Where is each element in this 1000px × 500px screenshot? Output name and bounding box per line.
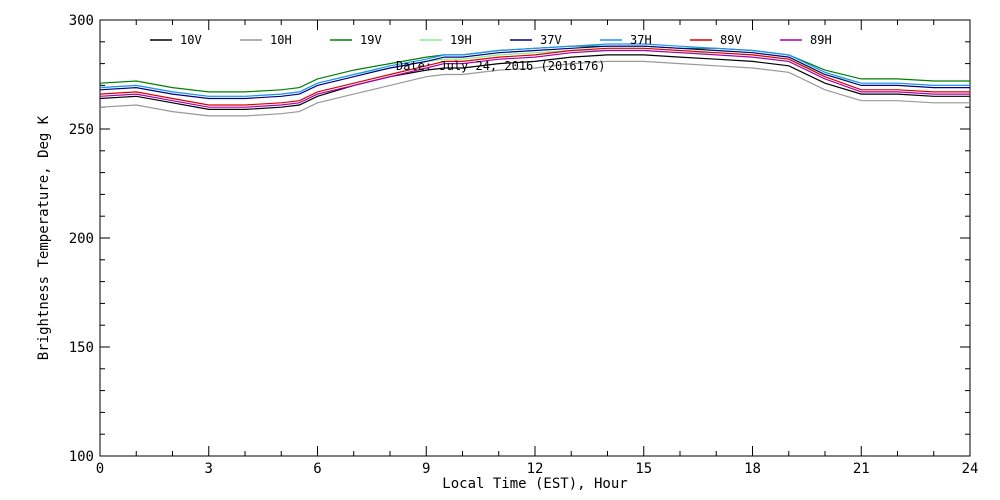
legend-label: 19H [450, 33, 472, 47]
legend: 10V 10H 19V 19H 37V 37H 89V 89H [150, 33, 832, 47]
legend-label: 89V [720, 33, 742, 47]
x-tick-label: 24 [962, 461, 979, 477]
legend-label: 37V [540, 33, 562, 47]
series-line-37v [99, 45, 970, 100]
legend-label: 89H [810, 33, 832, 47]
x-tick-label: 3 [205, 461, 213, 477]
x-tick-label: 6 [313, 461, 321, 477]
y-tick-label: 300 [69, 13, 94, 29]
series-line-10v [99, 54, 970, 111]
x-tick-label: 9 [422, 461, 430, 477]
series-lines [99, 43, 970, 117]
tick-labels: 0 3 6 9 12 15 18 21 24 100 150 200 250 300 [69, 13, 979, 477]
series-line-89v [99, 47, 970, 106]
x-tick-label: 0 [96, 461, 104, 477]
plot-frame [99, 19, 971, 457]
y-tick-label: 200 [69, 231, 94, 247]
legend-label: 10H [270, 33, 292, 47]
series-line-37h [99, 43, 970, 97]
legend-label: 10V [180, 33, 202, 47]
x-axis-title: Local Time (EST), Hour [442, 476, 627, 492]
y-tick-label: 100 [69, 449, 94, 465]
x-tick-label: 21 [853, 461, 870, 477]
legend-label: 19V [360, 33, 382, 47]
legend-label: 37H [630, 33, 652, 47]
y-tick-label: 150 [69, 340, 94, 356]
series-line-10h [99, 60, 970, 117]
x-tick-label: 12 [527, 461, 544, 477]
y-tick-label: 250 [69, 122, 94, 138]
x-tick-label: 15 [635, 461, 652, 477]
y-axis-title: Brightness Temperature, Deg K [36, 115, 52, 360]
date-annotation: Date: July 24, 2016 (2016176) [396, 59, 606, 73]
x-tick-label: 18 [744, 461, 761, 477]
axis-ticks [99, 19, 971, 457]
series-line-89h [99, 49, 970, 108]
